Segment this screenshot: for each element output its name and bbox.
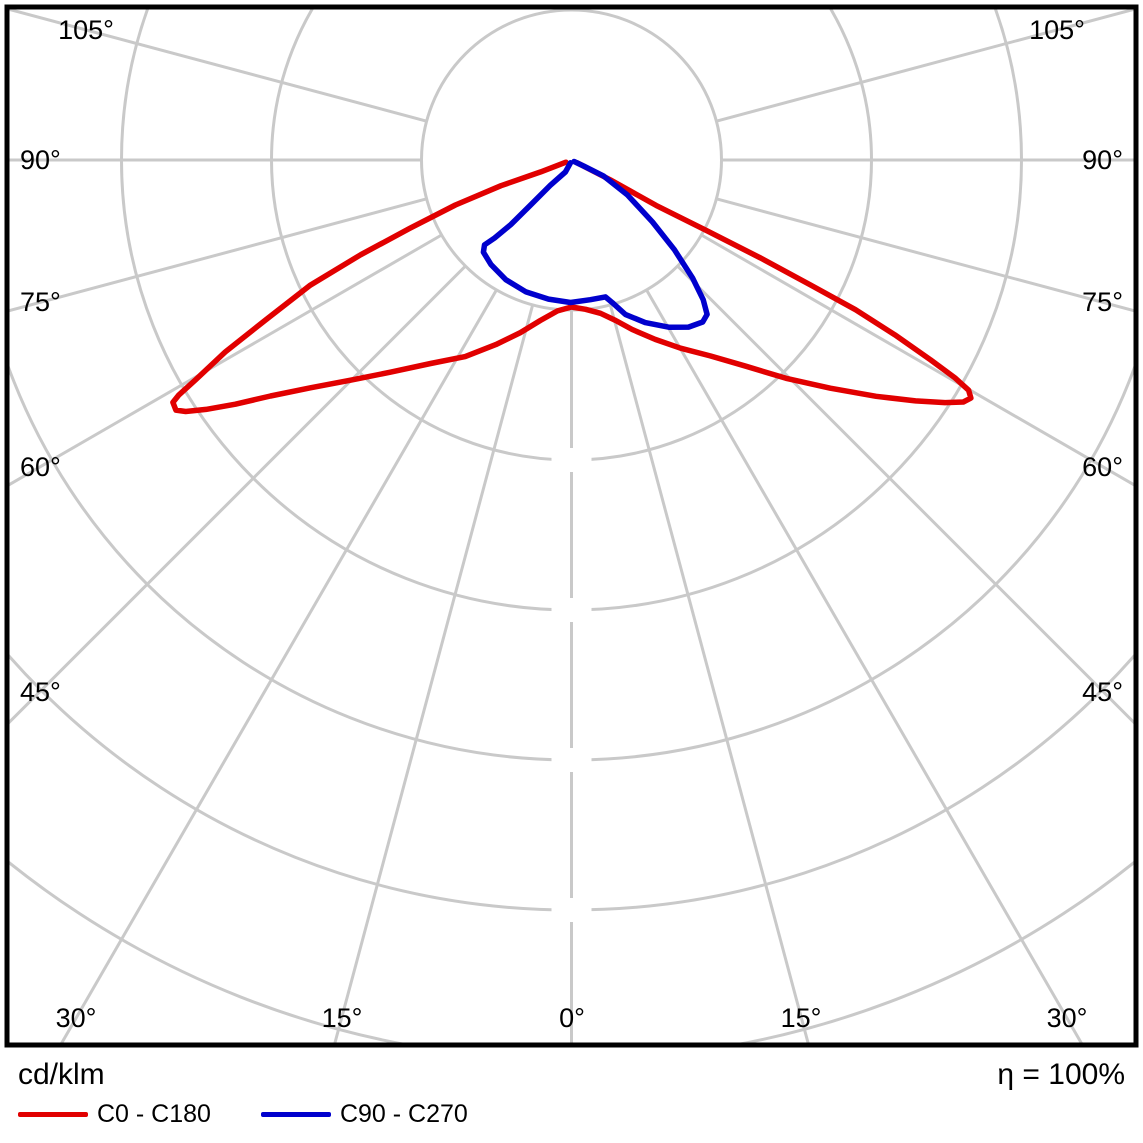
grid-spoke — [9, 265, 467, 725]
grid-spoke — [716, 9, 1134, 123]
gamma-tick-label: 105° — [58, 15, 114, 45]
legend-label-c90-c270: C90 - C270 — [339, 1100, 468, 1128]
gamma-tick-label: 45° — [20, 677, 61, 707]
gamma-tick-label: 15° — [322, 1003, 363, 1033]
grid-spoke — [332, 304, 535, 1045]
gamma-tick-label: 60° — [1082, 452, 1123, 482]
gamma-tick-label: 75° — [1082, 287, 1123, 317]
units-label: cd/klm — [18, 1058, 105, 1091]
gamma-tick-label: 90° — [1082, 145, 1123, 175]
gamma-tick-label: 30° — [1047, 1003, 1088, 1033]
legend-swatch-c90-c270 — [260, 1112, 331, 1117]
grid-spoke — [700, 233, 1134, 487]
gamma-tick-label: 75° — [20, 287, 61, 317]
curve-c0-c180 — [170, 159, 974, 415]
radial-tick-mask — [551, 898, 592, 922]
gamma-tick-label: 90° — [20, 145, 61, 175]
curve-c90-c270 — [480, 158, 710, 330]
gamma-tick-label: 45° — [1082, 677, 1123, 707]
grid-spoke — [9, 233, 443, 487]
grid-spoke — [716, 197, 1134, 313]
grid-spoke — [9, 197, 427, 313]
grid-spoke — [645, 289, 1084, 1045]
grid-spoke — [676, 265, 1134, 725]
legend-swatch-c0-c180 — [18, 1112, 88, 1117]
gamma-tick-label: 15° — [781, 1003, 822, 1033]
grid-spoke — [59, 289, 498, 1045]
legend: cd/klm η = 100% C0 - C180 C90 - C270 — [0, 1052, 1143, 1143]
gamma-tick-label: 0° — [559, 1003, 585, 1033]
legend-items: C0 - C180 C90 - C270 — [18, 1100, 518, 1129]
radial-tick-mask — [551, 748, 592, 772]
grid-spoke — [608, 304, 811, 1045]
grid-spoke — [9, 9, 427, 123]
plot-border — [4, 4, 1139, 1048]
curves — [170, 158, 974, 415]
gamma-tick-label: 60° — [20, 452, 61, 482]
gamma-tick-label: 30° — [56, 1003, 97, 1033]
grid-ring — [420, 9, 723, 312]
radial-tick-mask — [551, 448, 592, 472]
efficiency-label: η = 100% — [997, 1058, 1125, 1091]
radial-tick-masks — [551, 448, 592, 922]
gamma-tick-labels: 0° 15° 15° 30° 30° 45° 45° 60° 60° 75° 75° 90° 90° 10… — [20, 15, 1123, 1033]
gamma-tick-label: 105° — [1029, 15, 1085, 45]
legend-label-c0-c180: C0 - C180 — [97, 1100, 211, 1128]
radial-tick-mask — [551, 598, 592, 622]
